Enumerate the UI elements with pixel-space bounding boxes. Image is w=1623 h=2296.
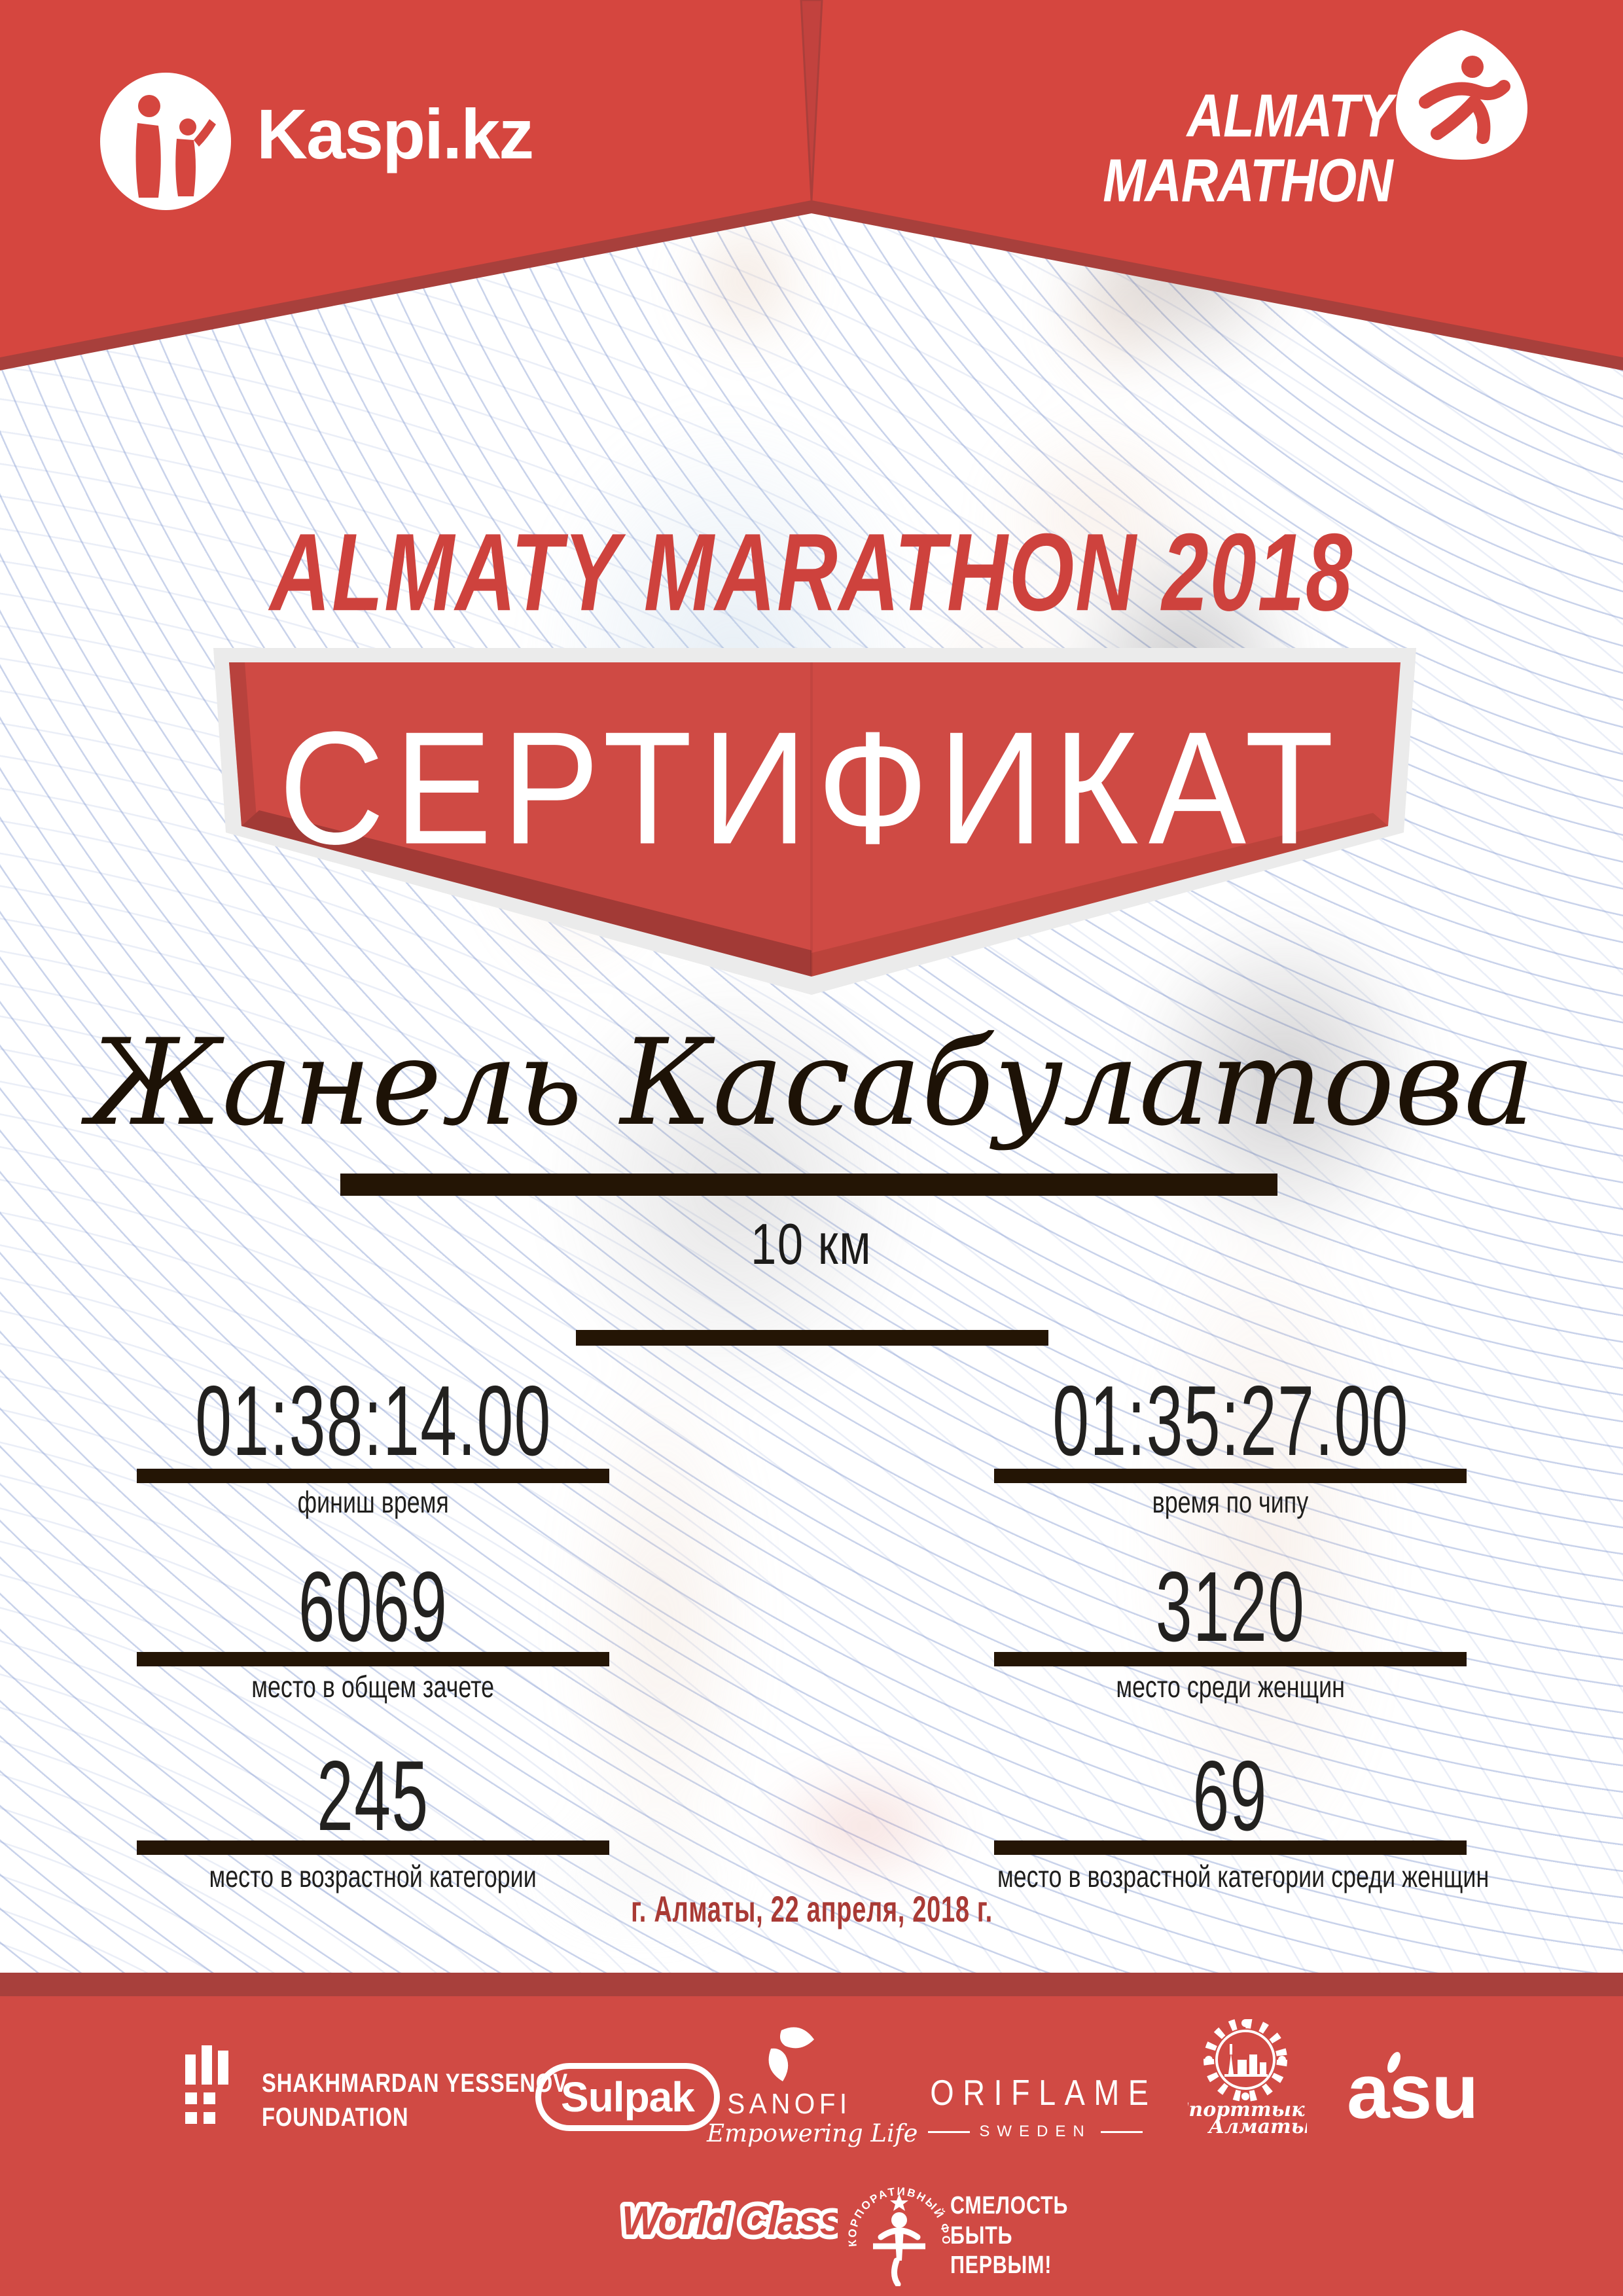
almaty-marathon-drop-icon: [1396, 30, 1527, 160]
yessenov-foundation-text: SHAKHMARDAN YESSENOV FOUNDATION: [262, 2069, 568, 2132]
age-place-label: место в возрастной категории: [209, 1859, 537, 1893]
overall-place-bar: [137, 1652, 609, 1666]
age-place-bar: [137, 1840, 609, 1855]
name-underline: [340, 1174, 1277, 1196]
am-logo-line2: MARATHON: [1103, 146, 1393, 214]
overall-place-value: 6069: [298, 1551, 448, 1662]
certificate-heading: СЕРТИФИКАТ: [279, 699, 1344, 878]
women-place-value: 3120: [1155, 1551, 1306, 1662]
participant-name: Жанель Касабулатова: [88, 1013, 1535, 1152]
chip-time-bar: [994, 1469, 1467, 1483]
oriflame-logo-text: ORIFLAME: [930, 2073, 1158, 2113]
age-women-place-value: 69: [1192, 1740, 1268, 1852]
women-place-label: место среди женщин: [1116, 1670, 1345, 1704]
kaspi-logo-icon: [100, 73, 231, 210]
age-place-value: 245: [317, 1740, 429, 1852]
footer-top-strip: [0, 1973, 1623, 1996]
sanofi-logo-text: SANOFI: [727, 2088, 851, 2120]
chip-time-label: время по чипу: [1152, 1485, 1309, 1519]
fund-slogan-text: СМЕЛОСТЬ БЫТЬ ПЕРВЫМ!: [950, 2192, 1069, 2280]
finish-time-label: финиш время: [297, 1485, 449, 1519]
almaty-marathon-logo-text: ALMATY MARATHON: [1103, 81, 1393, 214]
kaspi-logo-text: Kaspi.kz: [257, 94, 534, 173]
event-title: ALMATY MARATHON 2018: [270, 511, 1353, 634]
oriflame-rule-right: [1100, 2130, 1143, 2133]
overall-place-label: место в общем зачете: [251, 1670, 495, 1704]
asu-logo: a su: [1347, 2049, 1478, 2135]
oriflame-rule-left: [928, 2130, 971, 2133]
am-logo-line1: ALMATY: [1186, 81, 1393, 150]
distance-underline: [576, 1330, 1048, 1346]
finish-time-value: 01:38:14.00: [194, 1365, 552, 1477]
sulpak-logo: Sulpak: [535, 2063, 720, 2131]
age-women-place-bar: [994, 1840, 1467, 1855]
oriflame-sweden-line: SWEDEN: [918, 2123, 1153, 2141]
age-women-place-label: место в возрастной категории среди женщи…: [997, 1859, 1489, 1893]
city-date-note: г. Алматы, 22 апреля, 2018 г.: [630, 1888, 993, 1929]
chip-time-value: 01:35:27.00: [1052, 1365, 1409, 1477]
sanofi-tagline: Empowering Life: [707, 2119, 918, 2147]
women-place-bar: [994, 1652, 1467, 1666]
distance-value: 10 км: [751, 1211, 872, 1276]
finish-time-bar: [137, 1469, 609, 1483]
